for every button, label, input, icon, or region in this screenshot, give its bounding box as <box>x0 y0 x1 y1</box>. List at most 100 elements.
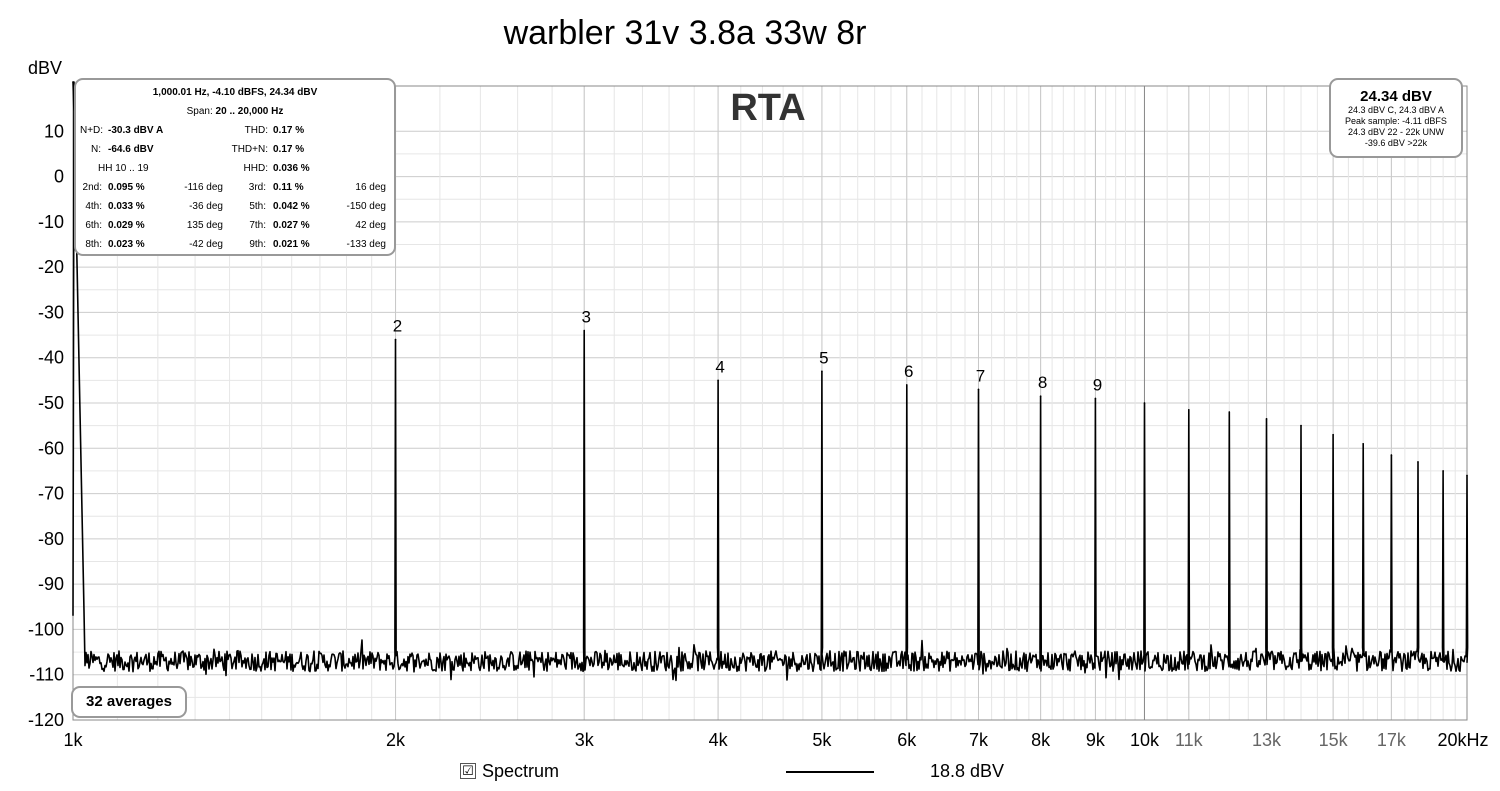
harmonic-order-label: 6th: <box>85 220 102 231</box>
spectrum-checkbox[interactable]: ☑ <box>460 763 476 779</box>
stats-row-n: N: -64.6 dBV THD+N: 0.17 % <box>76 144 394 163</box>
y-tick-label: -110 <box>29 665 64 685</box>
distortion-stats-panel[interactable]: 1,000.01 Hz, -4.10 dBFS, 24.34 dBV Span:… <box>74 78 396 256</box>
rta-watermark: RTA <box>730 87 805 129</box>
harmonic-phase: 16 deg <box>355 182 386 193</box>
level-line-4: -39.6 dBV >22k <box>1364 138 1428 148</box>
y-tick-label: 0 <box>54 167 64 187</box>
level-main: 24.34 dBV <box>1360 88 1432 105</box>
harmonic-phase: -133 deg <box>346 239 386 250</box>
y-tick-label: -20 <box>38 257 64 277</box>
level-line-2: Peak sample: -4.11 dBFS <box>1345 116 1447 126</box>
harmonic-peak-point <box>1300 424 1302 427</box>
harmonic-peak-point <box>1417 461 1419 463</box>
span-value: 20 .. 20,000 Hz <box>215 106 284 117</box>
hhd-value: 0.036 % <box>273 163 310 174</box>
x-tick-label-minor: 11k <box>1175 730 1204 750</box>
x-tick-label: 2k <box>386 730 406 750</box>
harmonic-peak-point <box>1094 397 1097 400</box>
harmonic-percent: 0.11 % <box>273 182 304 193</box>
harmonic-phase: 135 deg <box>186 220 223 231</box>
harmonic-order-label: 4th: <box>85 201 102 212</box>
harmonic-label: 8 <box>1038 373 1047 392</box>
harmonic-order-label: 3rd: <box>248 182 266 193</box>
legend-level: 18.8 dBV <box>930 761 1005 781</box>
x-tick-label: 3k <box>575 730 595 750</box>
y-tick-label: -50 <box>38 393 64 413</box>
y-axis-label: dBV <box>28 58 62 78</box>
n-value: -64.6 dBV <box>108 144 154 155</box>
harmonic-phase: -42 deg <box>189 239 223 250</box>
nd-label: N+D: <box>80 125 104 136</box>
y-tick-label: -60 <box>38 438 64 458</box>
x-tick-label: 10k <box>1130 730 1160 750</box>
harmonic-peak-point <box>1265 418 1268 420</box>
harmonic-peak-point <box>1442 470 1444 472</box>
harmonic-label: 6 <box>904 362 913 381</box>
legend: ☑ Spectrum 18.8 dBV <box>460 760 1060 786</box>
harmonic-peak-point <box>1466 474 1468 477</box>
thd-value: 0.17 % <box>273 125 305 136</box>
legend-line-swatch <box>786 771 874 773</box>
x-tick-label: 5k <box>812 730 832 750</box>
thdn-value: 0.17 % <box>273 144 305 155</box>
x-tick-label: 20kHz <box>1437 730 1488 750</box>
x-tick-label-minor: 13k <box>1252 730 1282 750</box>
y-tick-label: -40 <box>38 348 64 368</box>
harmonic-labels: 2 3 4 5 6 7 8 9 <box>72 81 1468 477</box>
harmonic-peak-point <box>1188 408 1190 411</box>
harmonic-peak-point <box>583 329 586 332</box>
harmonic-row: 4th: 0.033 % -36 deg 5th: 0.042 % -150 deg <box>76 201 394 220</box>
harmonic-peak-point <box>821 370 823 373</box>
harmonic-order-label: 8th: <box>85 239 102 250</box>
harmonic-peak-point <box>905 384 908 386</box>
y-tick-label: -70 <box>38 484 64 504</box>
x-tick-label: 8k <box>1031 730 1051 750</box>
harmonic-percent: 0.027 % <box>273 220 310 231</box>
harmonic-percent: 0.023 % <box>108 239 145 250</box>
harmonic-label: 5 <box>819 348 828 367</box>
x-tick-label-minor: 17k <box>1377 730 1407 750</box>
y-tick-label: -120 <box>28 710 64 730</box>
y-tick-label: -10 <box>38 212 64 232</box>
harmonic-row: 8th: 0.023 % -42 deg 9th: 0.021 % -133 deg <box>76 239 394 258</box>
harmonic-row: 6th: 0.029 % 135 deg 7th: 0.027 % 42 deg <box>76 220 394 239</box>
level-panel[interactable]: 24.34 dBV 24.3 dBV C, 24.3 dBV A Peak sa… <box>1329 78 1463 158</box>
harmonic-phase: 42 deg <box>355 220 386 231</box>
harmonic-percent: 0.042 % <box>273 201 310 212</box>
harmonic-peak-point <box>1039 395 1042 398</box>
n-label: N: <box>91 144 101 155</box>
y-tick-label: -80 <box>38 529 64 549</box>
harmonic-percent: 0.095 % <box>108 182 145 193</box>
harmonic-peak-point <box>1228 411 1231 413</box>
harmonic-label: 2 <box>393 317 402 336</box>
thdn-label: THD+N: <box>231 144 268 155</box>
y-tick-label: -90 <box>38 574 64 594</box>
y-tick-label: -100 <box>28 619 64 639</box>
thd-label: THD: <box>244 125 268 136</box>
y-tick-label: -30 <box>38 302 64 322</box>
harmonic-order-label: 2nd: <box>82 182 102 193</box>
x-tick-label: 1k <box>63 730 83 750</box>
harmonic-order-label: 7th: <box>249 220 266 231</box>
x-tick-labels: 1k 2k 3k 4k 5k 6k 7k 8k 9k 10k 20kHz 11k 13k 15k 17k <box>63 730 1488 750</box>
nd-value: -30.3 dBV A <box>108 125 164 136</box>
harmonic-label: 3 <box>581 308 590 327</box>
harmonic-peak-point <box>977 388 980 391</box>
harmonic-phase: -116 deg <box>184 182 223 193</box>
x-tick-label: 4k <box>709 730 729 750</box>
x-tick-label-minor: 15k <box>1319 730 1349 750</box>
level-line-1: 24.3 dBV C, 24.3 dBV A <box>1347 105 1445 115</box>
chart-title: warbler 31v 3.8a 33w 8r <box>503 14 867 52</box>
harmonic-percent: 0.021 % <box>273 239 310 250</box>
harmonic-label: 7 <box>976 366 985 385</box>
spectrum-series-line <box>72 81 1469 682</box>
harmonic-phase: -36 deg <box>189 201 223 212</box>
x-tick-label: 6k <box>897 730 917 750</box>
harmonic-peak-point <box>1332 433 1334 436</box>
y-tick-label: 10 <box>44 121 64 141</box>
harmonic-label: 4 <box>715 357 724 376</box>
harmonic-peak-point <box>394 338 397 341</box>
averages-badge[interactable]: 32 averages <box>71 686 187 718</box>
